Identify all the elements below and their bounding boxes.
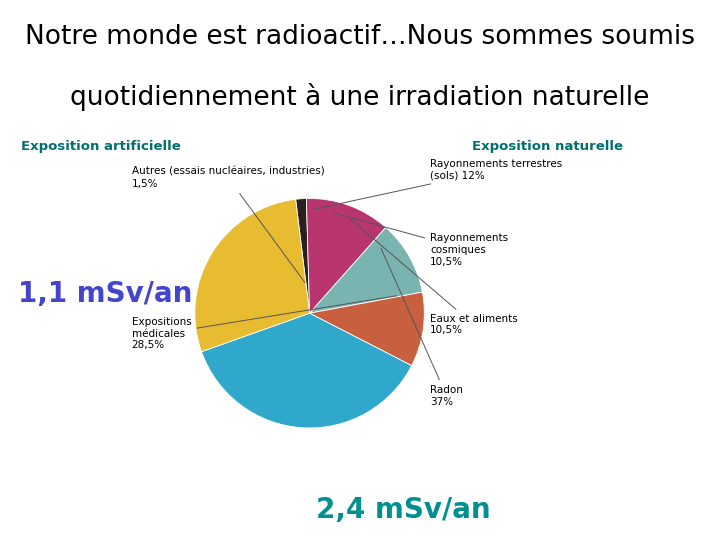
Text: Exposition artificielle: Exposition artificielle [21, 140, 181, 153]
Text: Autres (essais nucléaires, industries)
1,5%: Autres (essais nucléaires, industries) 1… [132, 167, 325, 282]
Wedge shape [310, 227, 423, 313]
Text: Eaux et aliments
10,5%: Eaux et aliments 10,5% [351, 219, 518, 335]
Text: Radon
37%: Radon 37% [381, 248, 463, 407]
Text: Expositions
médicales
28,5%: Expositions médicales 28,5% [132, 296, 397, 350]
Text: Exposition naturelle: Exposition naturelle [472, 140, 623, 153]
Wedge shape [310, 292, 424, 366]
Wedge shape [202, 313, 412, 428]
Text: 1,1 mSv/an: 1,1 mSv/an [18, 280, 192, 308]
Text: Rayonnements
cosmiques
10,5%: Rayonnements cosmiques 10,5% [333, 213, 508, 267]
Wedge shape [307, 198, 386, 313]
Text: Notre monde est radioactif…Nous sommes soumis: Notre monde est radioactif…Nous sommes s… [25, 24, 695, 50]
Wedge shape [296, 199, 310, 313]
Wedge shape [195, 199, 310, 352]
Text: quotidiennement à une irradiation naturelle: quotidiennement à une irradiation nature… [71, 83, 649, 111]
Text: Rayonnements terrestres
(sols) 12%: Rayonnements terrestres (sols) 12% [313, 159, 562, 210]
Text: 2,4 mSv/an: 2,4 mSv/an [316, 496, 490, 524]
